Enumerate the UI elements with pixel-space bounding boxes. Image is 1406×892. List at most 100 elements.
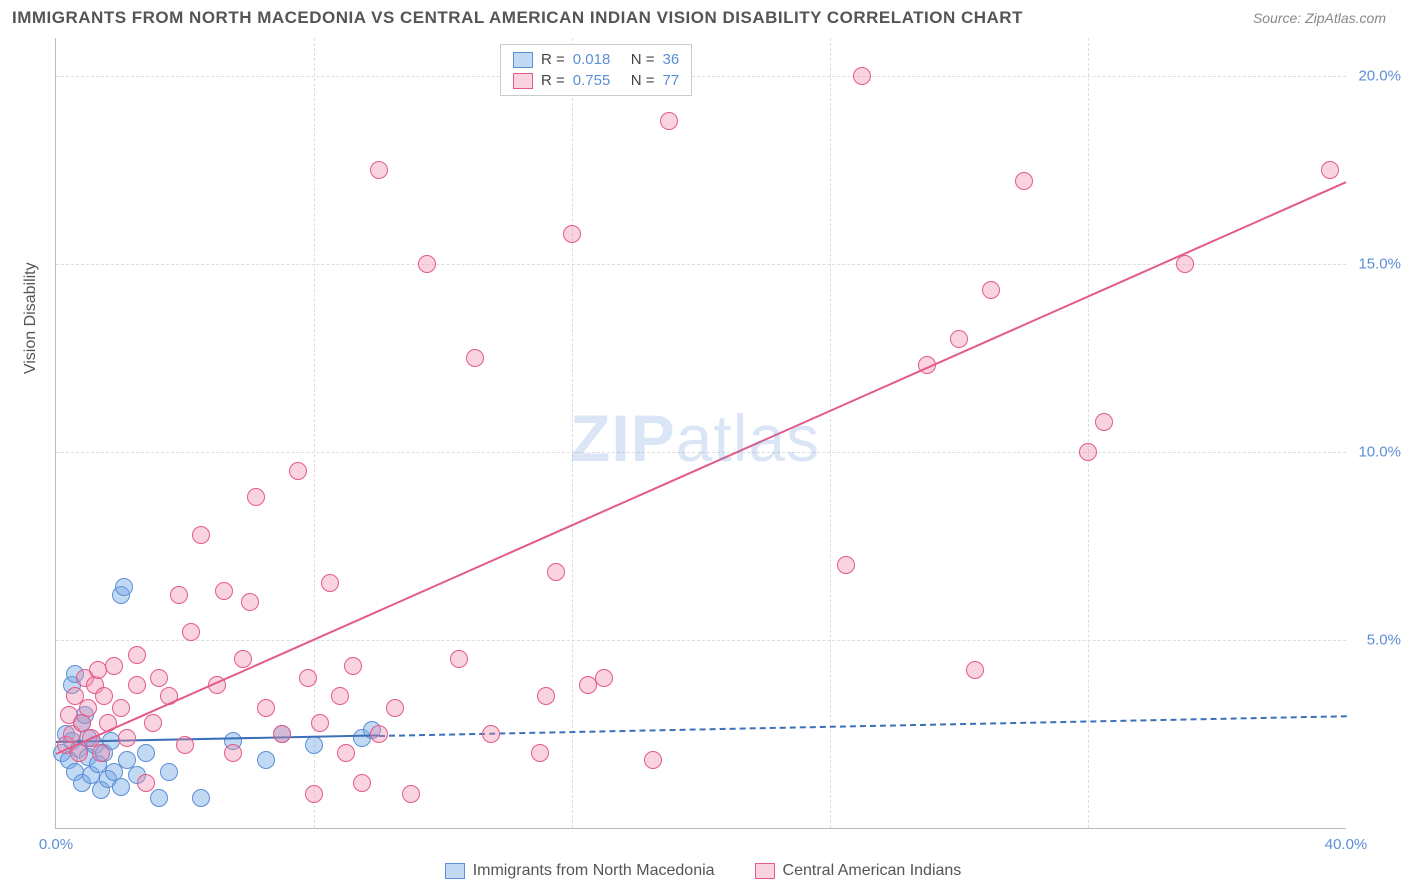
plot-area: 5.0%10.0%15.0%20.0%0.0%40.0%	[55, 38, 1346, 829]
y-axis-label: Vision Disability	[22, 262, 40, 374]
scatter-point-pink	[118, 729, 136, 747]
scatter-point-pink	[137, 774, 155, 792]
scatter-point-pink	[837, 556, 855, 574]
scatter-point-pink	[299, 669, 317, 687]
scatter-point-pink	[547, 563, 565, 581]
legend-stats-row: R = 0.018 N = 36	[513, 49, 679, 70]
regression-line-blue	[378, 715, 1346, 737]
scatter-point-pink	[182, 623, 200, 641]
scatter-point-pink	[344, 657, 362, 675]
scatter-point-pink	[853, 67, 871, 85]
legend-series: Immigrants from North Macedonia Central A…	[0, 862, 1406, 884]
scatter-point-pink	[170, 586, 188, 604]
scatter-point-pink	[418, 255, 436, 273]
ytick-label: 15.0%	[1351, 255, 1401, 272]
legend-stats-row: R = 0.755 N = 77	[513, 70, 679, 91]
legend-swatch	[445, 863, 465, 879]
scatter-point-pink	[289, 462, 307, 480]
scatter-point-blue	[160, 763, 178, 781]
scatter-point-pink	[337, 744, 355, 762]
scatter-point-pink	[224, 744, 242, 762]
gridline-h	[56, 264, 1346, 265]
scatter-point-blue	[257, 751, 275, 769]
scatter-point-blue	[150, 789, 168, 807]
scatter-point-pink	[531, 744, 549, 762]
scatter-point-pink	[353, 774, 371, 792]
legend-swatch	[513, 52, 533, 68]
scatter-point-pink	[660, 112, 678, 130]
scatter-point-pink	[1079, 443, 1097, 461]
gridline-h	[56, 76, 1346, 77]
scatter-point-pink	[215, 582, 233, 600]
legend-r-label: R =	[541, 72, 565, 89]
ytick-label: 20.0%	[1351, 67, 1401, 84]
source-label: Source: ZipAtlas.com	[1253, 10, 1386, 26]
gridline-v	[830, 38, 831, 828]
legend-series-item: Immigrants from North Macedonia	[445, 862, 715, 880]
gridline-v	[1088, 38, 1089, 828]
scatter-point-pink	[982, 281, 1000, 299]
scatter-point-pink	[112, 699, 130, 717]
scatter-point-pink	[482, 725, 500, 743]
legend-r-value: 0.018	[573, 51, 623, 68]
scatter-point-blue	[137, 744, 155, 762]
regression-line-pink	[56, 181, 1347, 755]
scatter-point-pink	[150, 669, 168, 687]
scatter-point-pink	[128, 676, 146, 694]
scatter-point-pink	[966, 661, 984, 679]
legend-r-value: 0.755	[573, 72, 623, 89]
scatter-point-blue	[192, 789, 210, 807]
legend-n-label: N =	[631, 72, 655, 89]
legend-series-label: Immigrants from North Macedonia	[473, 862, 715, 880]
legend-n-value: 36	[663, 51, 680, 68]
scatter-point-pink	[595, 669, 613, 687]
scatter-point-pink	[466, 349, 484, 367]
scatter-point-pink	[370, 725, 388, 743]
legend-series-label: Central American Indians	[783, 862, 962, 880]
scatter-point-blue	[112, 778, 130, 796]
scatter-point-pink	[234, 650, 252, 668]
scatter-point-pink	[1015, 172, 1033, 190]
scatter-point-pink	[370, 161, 388, 179]
scatter-point-pink	[386, 699, 404, 717]
legend-n-value: 77	[663, 72, 680, 89]
legend-series-item: Central American Indians	[755, 862, 962, 880]
xtick-label: 0.0%	[39, 836, 73, 853]
legend-n-label: N =	[631, 51, 655, 68]
scatter-point-blue	[115, 578, 133, 596]
xtick-label: 40.0%	[1325, 836, 1368, 853]
scatter-point-pink	[247, 488, 265, 506]
scatter-point-blue	[305, 736, 323, 754]
scatter-point-pink	[257, 699, 275, 717]
scatter-point-pink	[321, 574, 339, 592]
ytick-label: 5.0%	[1351, 631, 1401, 648]
scatter-point-pink	[241, 593, 259, 611]
scatter-point-pink	[1095, 413, 1113, 431]
scatter-point-pink	[644, 751, 662, 769]
scatter-point-pink	[192, 526, 210, 544]
scatter-point-pink	[128, 646, 146, 664]
scatter-point-pink	[176, 736, 194, 754]
gridline-h	[56, 640, 1346, 641]
scatter-point-pink	[105, 657, 123, 675]
scatter-point-pink	[402, 785, 420, 803]
scatter-point-pink	[311, 714, 329, 732]
scatter-point-pink	[537, 687, 555, 705]
scatter-point-pink	[79, 699, 97, 717]
gridline-h	[56, 452, 1346, 453]
chart-title: IMMIGRANTS FROM NORTH MACEDONIA VS CENTR…	[12, 8, 1023, 28]
legend-swatch	[755, 863, 775, 879]
scatter-point-pink	[450, 650, 468, 668]
gridline-v	[572, 38, 573, 828]
scatter-point-pink	[331, 687, 349, 705]
ytick-label: 10.0%	[1351, 443, 1401, 460]
gridline-v	[314, 38, 315, 828]
scatter-point-pink	[144, 714, 162, 732]
legend-stats: R = 0.018 N = 36 R = 0.755 N = 77	[500, 44, 692, 96]
scatter-point-pink	[1321, 161, 1339, 179]
scatter-point-pink	[273, 725, 291, 743]
legend-r-label: R =	[541, 51, 565, 68]
scatter-point-pink	[305, 785, 323, 803]
legend-swatch	[513, 73, 533, 89]
scatter-point-pink	[95, 687, 113, 705]
